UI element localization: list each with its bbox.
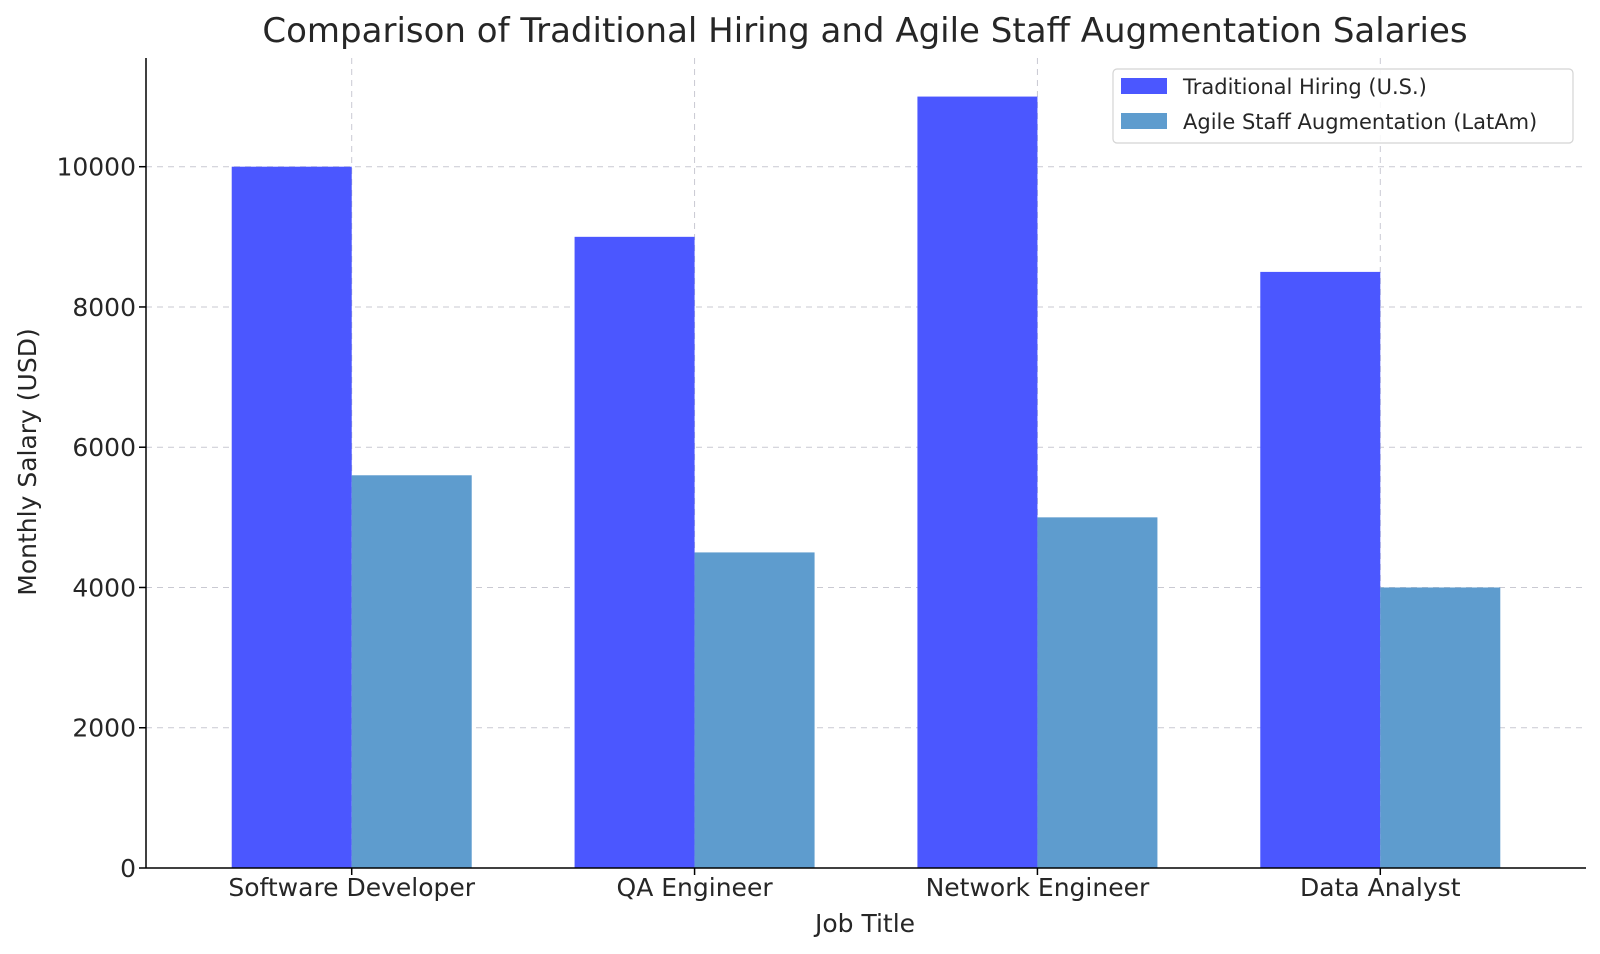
bar-traditional-qa-engineer <box>574 236 695 868</box>
x-tick-label: Software Developer <box>228 873 475 902</box>
legend-frame <box>1112 68 1574 144</box>
bar-traditional-network-engineer <box>917 96 1038 869</box>
y-tick-label: 0 <box>120 854 136 883</box>
bar-agile-data-analyst <box>1380 587 1501 868</box>
bar-agile-software-developer <box>351 475 472 868</box>
legend-label-agile: Agile Staff Augmentation (LatAm) <box>1183 110 1537 134</box>
bar-agile-qa-engineer <box>694 552 815 868</box>
y-axis-label: Monthly Salary (USD) <box>13 328 42 595</box>
legend-swatch-traditional <box>1121 78 1167 94</box>
axes <box>145 58 1586 869</box>
x-tick-label: Network Engineer <box>926 873 1150 902</box>
bar-agile-network-engineer <box>1037 517 1158 868</box>
legend: Traditional Hiring (U.S.) Agile Staff Au… <box>1112 68 1574 144</box>
x-tick-label: Data Analyst <box>1300 873 1461 902</box>
bar-traditional-data-analyst <box>1260 271 1381 868</box>
bars <box>231 96 1501 869</box>
x-axis-label: Job Title <box>813 909 915 938</box>
y-tick-label: 2000 <box>72 714 136 743</box>
y-tick-label: 4000 <box>72 573 136 602</box>
bar-traditional-software-developer <box>231 166 352 868</box>
x-ticks: Software Developer QA Engineer Network Eng… <box>228 868 1461 902</box>
y-tick-label: 6000 <box>72 433 136 462</box>
x-tick-label: QA Engineer <box>617 873 774 902</box>
y-tick-label: 8000 <box>72 293 136 322</box>
y-ticks: 0 2000 4000 6000 8000 10000 <box>56 153 146 883</box>
legend-swatch-agile <box>1121 113 1167 129</box>
chart-title: Comparison of Traditional Hiring and Agi… <box>262 11 1467 51</box>
y-tick-label: 10000 <box>56 153 136 182</box>
legend-label-traditional: Traditional Hiring (U.S.) <box>1182 75 1427 99</box>
